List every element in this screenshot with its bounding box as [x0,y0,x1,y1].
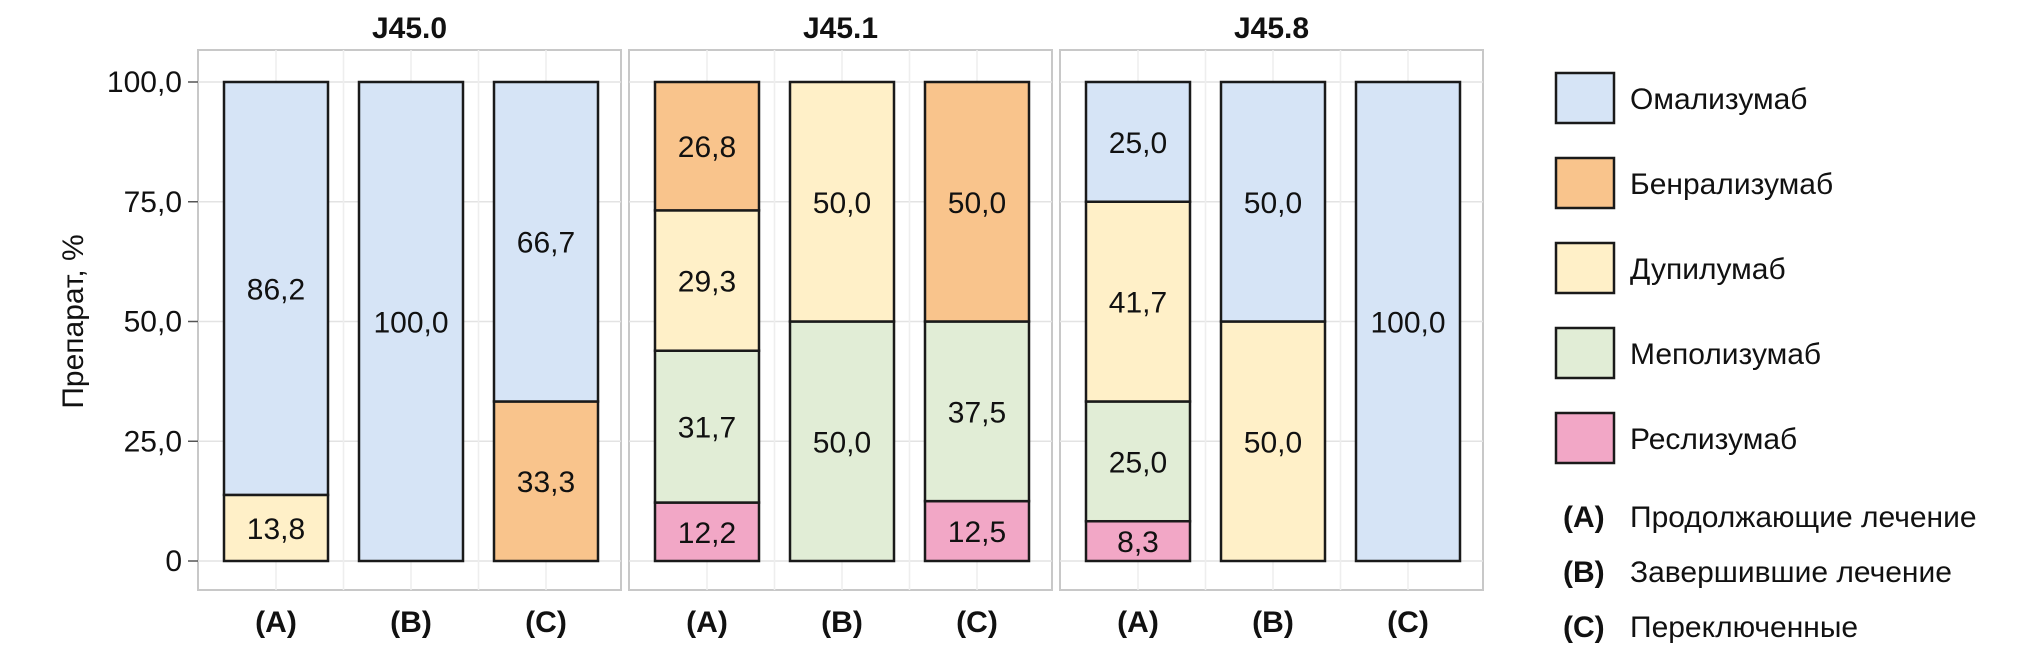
facet-title: J45.0 [372,12,447,45]
bar-j45-0-a: 13,8 86,2 (A) [222,80,330,639]
category-key: (A) [1563,501,1605,534]
data-label: 12,2 [678,517,736,550]
category-description: Завершившие лечение [1630,556,1952,589]
bar-segment [653,501,761,563]
legend-label: Меполизумаб [1630,338,1821,371]
x-category-label: (B) [821,606,863,639]
x-category-label: (C) [1387,606,1429,639]
x-category-label: (B) [390,606,432,639]
category-key: (B) [1563,556,1605,589]
category-description: Продолжающие лечение [1630,501,1977,534]
data-label: 13,8 [247,513,305,546]
legend-swatch [1554,156,1616,210]
bar-segment [1084,200,1192,403]
bar-segment [653,209,761,352]
legend-item: Реслизумаб [1554,411,1797,465]
y-axis: 0 25,0 50,0 75,0 100,0 [107,66,198,578]
data-label: 50,0 [813,426,871,459]
data-label: 100,0 [373,307,448,340]
chart-legend: Омализумаб Бенрализумаб Дупилумаб Меполизум… [1554,71,1977,644]
x-category-label: (A) [1117,606,1159,639]
legend-swatch [1554,411,1616,465]
bar-segment [923,499,1031,563]
data-label: 29,3 [678,266,736,299]
legend-swatch [1554,71,1616,125]
bar-j45-1-b: 50,0 50,0 (B) [788,80,896,639]
legend-label: Бенрализумаб [1630,168,1833,201]
category-legend-item: (C) Переключенные [1563,611,1858,644]
bar-segment [1084,519,1192,563]
bar-j45-1-a: 12,2 31,7 29,3 26,8 (A) [653,80,761,639]
bar-segment [492,80,600,403]
bar-segment [1354,80,1462,563]
facet-title: J45.1 [803,12,878,45]
bar-segment [222,493,330,563]
bar-segment [1084,80,1192,203]
legend-item: Омализумаб [1554,71,1807,125]
legend-swatch [1554,326,1616,380]
x-category-label: (C) [956,606,998,639]
data-label: 50,0 [1244,187,1302,220]
bar-segment [653,349,761,504]
data-label: 37,5 [948,396,1006,429]
y-tick-label: 0 [165,545,182,578]
data-label: 8,3 [1117,526,1159,559]
bar-segment [653,80,761,212]
y-tick-label: 50,0 [124,306,182,339]
category-legend-item: (A) Продолжающие лечение [1563,501,1977,534]
bar-j45-8-b: 50,0 50,0 (B) [1219,80,1327,639]
data-label: 12,5 [948,516,1006,549]
data-label: 25,0 [1109,446,1167,479]
category-legend-item: (B) Завершившие лечение [1563,556,1952,589]
data-label: 86,2 [247,273,305,306]
data-label: 26,8 [678,131,736,164]
data-label: 50,0 [813,187,871,220]
bar-j45-8-a: 8,3 25,0 41,7 25,0 (A) [1084,80,1192,639]
bar-j45-0-c: 33,3 66,7 (C) [492,80,600,639]
y-tick-label: 25,0 [124,425,182,458]
data-label: 66,7 [517,227,575,260]
data-label: 100,0 [1370,307,1445,340]
legend-item: Дупилумаб [1554,241,1786,295]
x-category-label: (B) [1252,606,1294,639]
bar-segment [1084,400,1192,523]
legend-label: Дупилумаб [1630,253,1786,286]
facet-title: J45.8 [1234,12,1309,45]
bar-segment [1219,80,1327,323]
bar-segment [788,80,896,323]
bar-segment [492,400,600,563]
bar-j45-0-b: 100,0 (B) [357,80,465,639]
bar-j45-8-c: 100,0 (C) [1354,80,1462,639]
data-label: 41,7 [1109,287,1167,320]
category-description: Переключенные [1630,611,1858,644]
data-label: 50,0 [948,187,1006,220]
data-label: 31,7 [678,412,736,445]
bar-segment [923,80,1031,323]
legend-item: Меполизумаб [1554,326,1821,380]
y-tick-label: 75,0 [124,186,182,219]
category-key: (C) [1563,611,1605,644]
x-category-label: (A) [686,606,728,639]
y-tick-label: 100,0 [107,66,182,99]
data-label: 25,0 [1109,127,1167,160]
bar-j45-1-c: 12,5 37,5 50,0 (C) [923,80,1031,639]
bar-segment [923,320,1031,503]
x-category-label: (A) [255,606,297,639]
y-axis-title: Препарат, % [57,234,90,408]
legend-item: Бенрализумаб [1554,156,1833,210]
bar-segment [357,80,465,563]
bar-segment [222,80,330,497]
x-category-label: (C) [525,606,567,639]
data-label: 50,0 [1244,426,1302,459]
chart-bars: 13,8 86,2 (A) 100,0 (B) 33,3 66,7 (C) 12,2 31,7 29… [222,80,1462,639]
legend-swatch [1554,241,1616,295]
data-label: 33,3 [517,466,575,499]
legend-label: Реслизумаб [1630,423,1797,456]
legend-label: Омализумаб [1630,83,1807,116]
